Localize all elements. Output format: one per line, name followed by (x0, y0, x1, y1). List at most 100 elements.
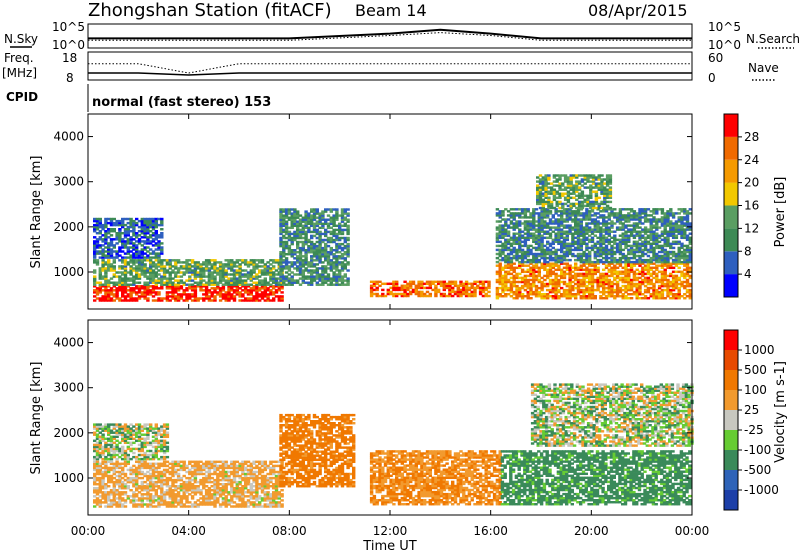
data-cell (641, 280, 645, 284)
data-cell (318, 230, 322, 234)
data-cell (646, 258, 651, 262)
data-cell (624, 220, 628, 223)
data-cell (293, 251, 297, 254)
data-cell (235, 269, 239, 272)
data-cell (227, 273, 231, 276)
data-cell (282, 253, 286, 256)
data-cell (532, 236, 536, 240)
data-cell (298, 214, 303, 217)
data-cell (176, 289, 181, 292)
data-cell (649, 295, 653, 298)
data-cell (607, 295, 611, 298)
data-cell (538, 182, 543, 185)
data-cell (646, 254, 651, 258)
data-cell (282, 259, 286, 262)
data-cell (154, 281, 158, 284)
data-cell (607, 230, 611, 233)
data-cell (266, 287, 270, 290)
data-cell (207, 273, 212, 276)
data-cell (543, 264, 547, 267)
data-cell (403, 290, 407, 294)
data-cell (121, 223, 125, 227)
data-cell (512, 222, 516, 225)
data-cell (608, 194, 613, 198)
data-cell (632, 252, 637, 256)
data-cell (562, 252, 567, 256)
data-cell (168, 279, 172, 282)
data-cell (589, 202, 593, 206)
data-cell (504, 282, 508, 286)
data-cell (470, 286, 474, 290)
data-cell (478, 290, 483, 294)
data-cell (495, 278, 500, 282)
data-cell (260, 281, 265, 284)
data-cell (213, 291, 217, 294)
data-cell (674, 297, 679, 300)
data-cell (143, 289, 147, 292)
data-cell (607, 284, 611, 288)
data-cell (627, 270, 631, 274)
data-cell (541, 178, 545, 181)
data-cell (638, 297, 642, 300)
data-cell (287, 216, 292, 219)
data-cell (210, 271, 214, 274)
data-cell (304, 222, 308, 226)
data-cell (160, 263, 164, 266)
data-cell (132, 263, 136, 266)
data-cell (641, 282, 645, 286)
data-cell (428, 286, 432, 290)
data-cell (674, 240, 679, 244)
data-cell (506, 248, 511, 252)
data-cell (638, 208, 642, 211)
data-cell (585, 238, 589, 242)
data-cell (310, 216, 314, 219)
data-cell (596, 260, 600, 264)
data-cell (669, 274, 673, 278)
data-cell (548, 264, 553, 267)
data-cell (104, 279, 108, 282)
data-cell (685, 258, 690, 262)
data-cell (293, 234, 297, 238)
data-cell (627, 286, 631, 290)
data-cell (548, 258, 553, 262)
data-cell (301, 236, 305, 240)
data-cell (301, 228, 305, 232)
data-cell (495, 264, 500, 267)
data-cell (266, 269, 270, 272)
data-cell (182, 289, 186, 292)
data-cell (93, 279, 97, 282)
data-cell (464, 284, 469, 288)
data-cell (230, 273, 234, 276)
data-cell (588, 282, 592, 286)
data-cell (577, 202, 582, 206)
data-cell (557, 238, 561, 242)
data-cell (216, 269, 220, 272)
data-cell (582, 258, 586, 262)
data-cell (224, 259, 228, 262)
data-cell (340, 281, 345, 284)
data-cell (518, 228, 522, 231)
data-cell (213, 281, 217, 284)
data-cell (375, 292, 379, 296)
data-cell (560, 270, 564, 274)
data-cell (284, 283, 289, 286)
data-cell (610, 274, 614, 278)
data-cell (329, 263, 333, 266)
data-cell (585, 210, 589, 213)
data-cell (652, 270, 656, 274)
data-cell (420, 284, 424, 288)
data-cell (301, 261, 305, 264)
data-cell (478, 280, 483, 284)
data-cell (515, 272, 519, 276)
data-cell (657, 256, 662, 260)
data-cell (515, 226, 519, 229)
data-cell (104, 254, 108, 257)
data-cell (554, 288, 558, 292)
data-cell (546, 224, 550, 227)
data-cell (674, 230, 679, 233)
data-cell (338, 244, 342, 248)
data-cell (284, 265, 289, 268)
data-cell (298, 234, 303, 238)
data-cell (307, 228, 311, 232)
data-cell (663, 244, 667, 248)
